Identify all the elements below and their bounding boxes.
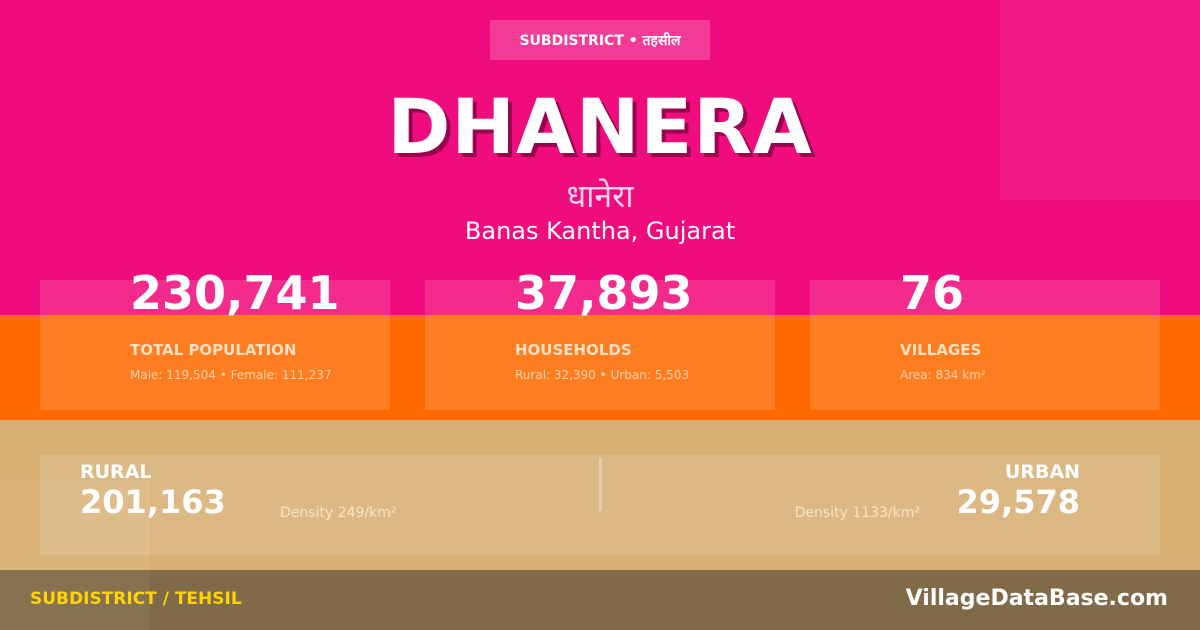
location: Banas Kantha, Gujarat [464,217,736,245]
rural-urban-panel: RURAL 201,163 Density 249/km² URBAN 29,5… [40,455,1160,555]
page-title: DHANERA [387,82,813,171]
stat-sub: Area: 834 km² [900,368,986,382]
stat-label: HOUSEHOLDS [515,341,632,359]
title-hindi: धानेरा [566,177,634,215]
stat-value: 230,741 [130,266,340,320]
header-background [0,0,1200,315]
split-background [0,420,1200,570]
rural-value: 201,163 [80,483,226,521]
decorative-square [1000,0,1200,200]
stat-card-households: 37,893 HOUSEHOLDS Rural: 32,390 • Urban:… [425,266,775,410]
rural-density: Density 249/km² [280,505,397,521]
urban-value: 29,578 [956,483,1080,521]
stat-label: VILLAGES [900,341,982,359]
stat-sub: Rural: 32,390 • Urban: 5,503 [515,368,690,382]
rural-label: RURAL [80,461,152,483]
footer-bar [0,570,1200,630]
divider [599,458,602,511]
stat-value: 76 [900,266,965,320]
decorative-square [0,480,150,630]
stat-sub: Male: 119,504 • Female: 111,237 [130,368,332,382]
stat-card-population: 230,741 TOTAL POPULATION Male: 119,504 •… [40,266,390,410]
site-brand[interactable]: VillageDataBase.com [905,586,1168,611]
stat-label: TOTAL POPULATION [130,341,297,359]
urban-label: URBAN [1004,461,1080,483]
stat-value: 37,893 [515,266,693,320]
stats-background [0,315,1200,420]
footer-category: SUBDISTRICT / TEHSIL [30,589,242,609]
type-badge: SUBDISTRICT • तहसील [490,20,710,60]
urban-density: Density 1133/km² [794,505,920,521]
stat-card-villages: 76 VILLAGES Area: 834 km² [810,266,1160,410]
